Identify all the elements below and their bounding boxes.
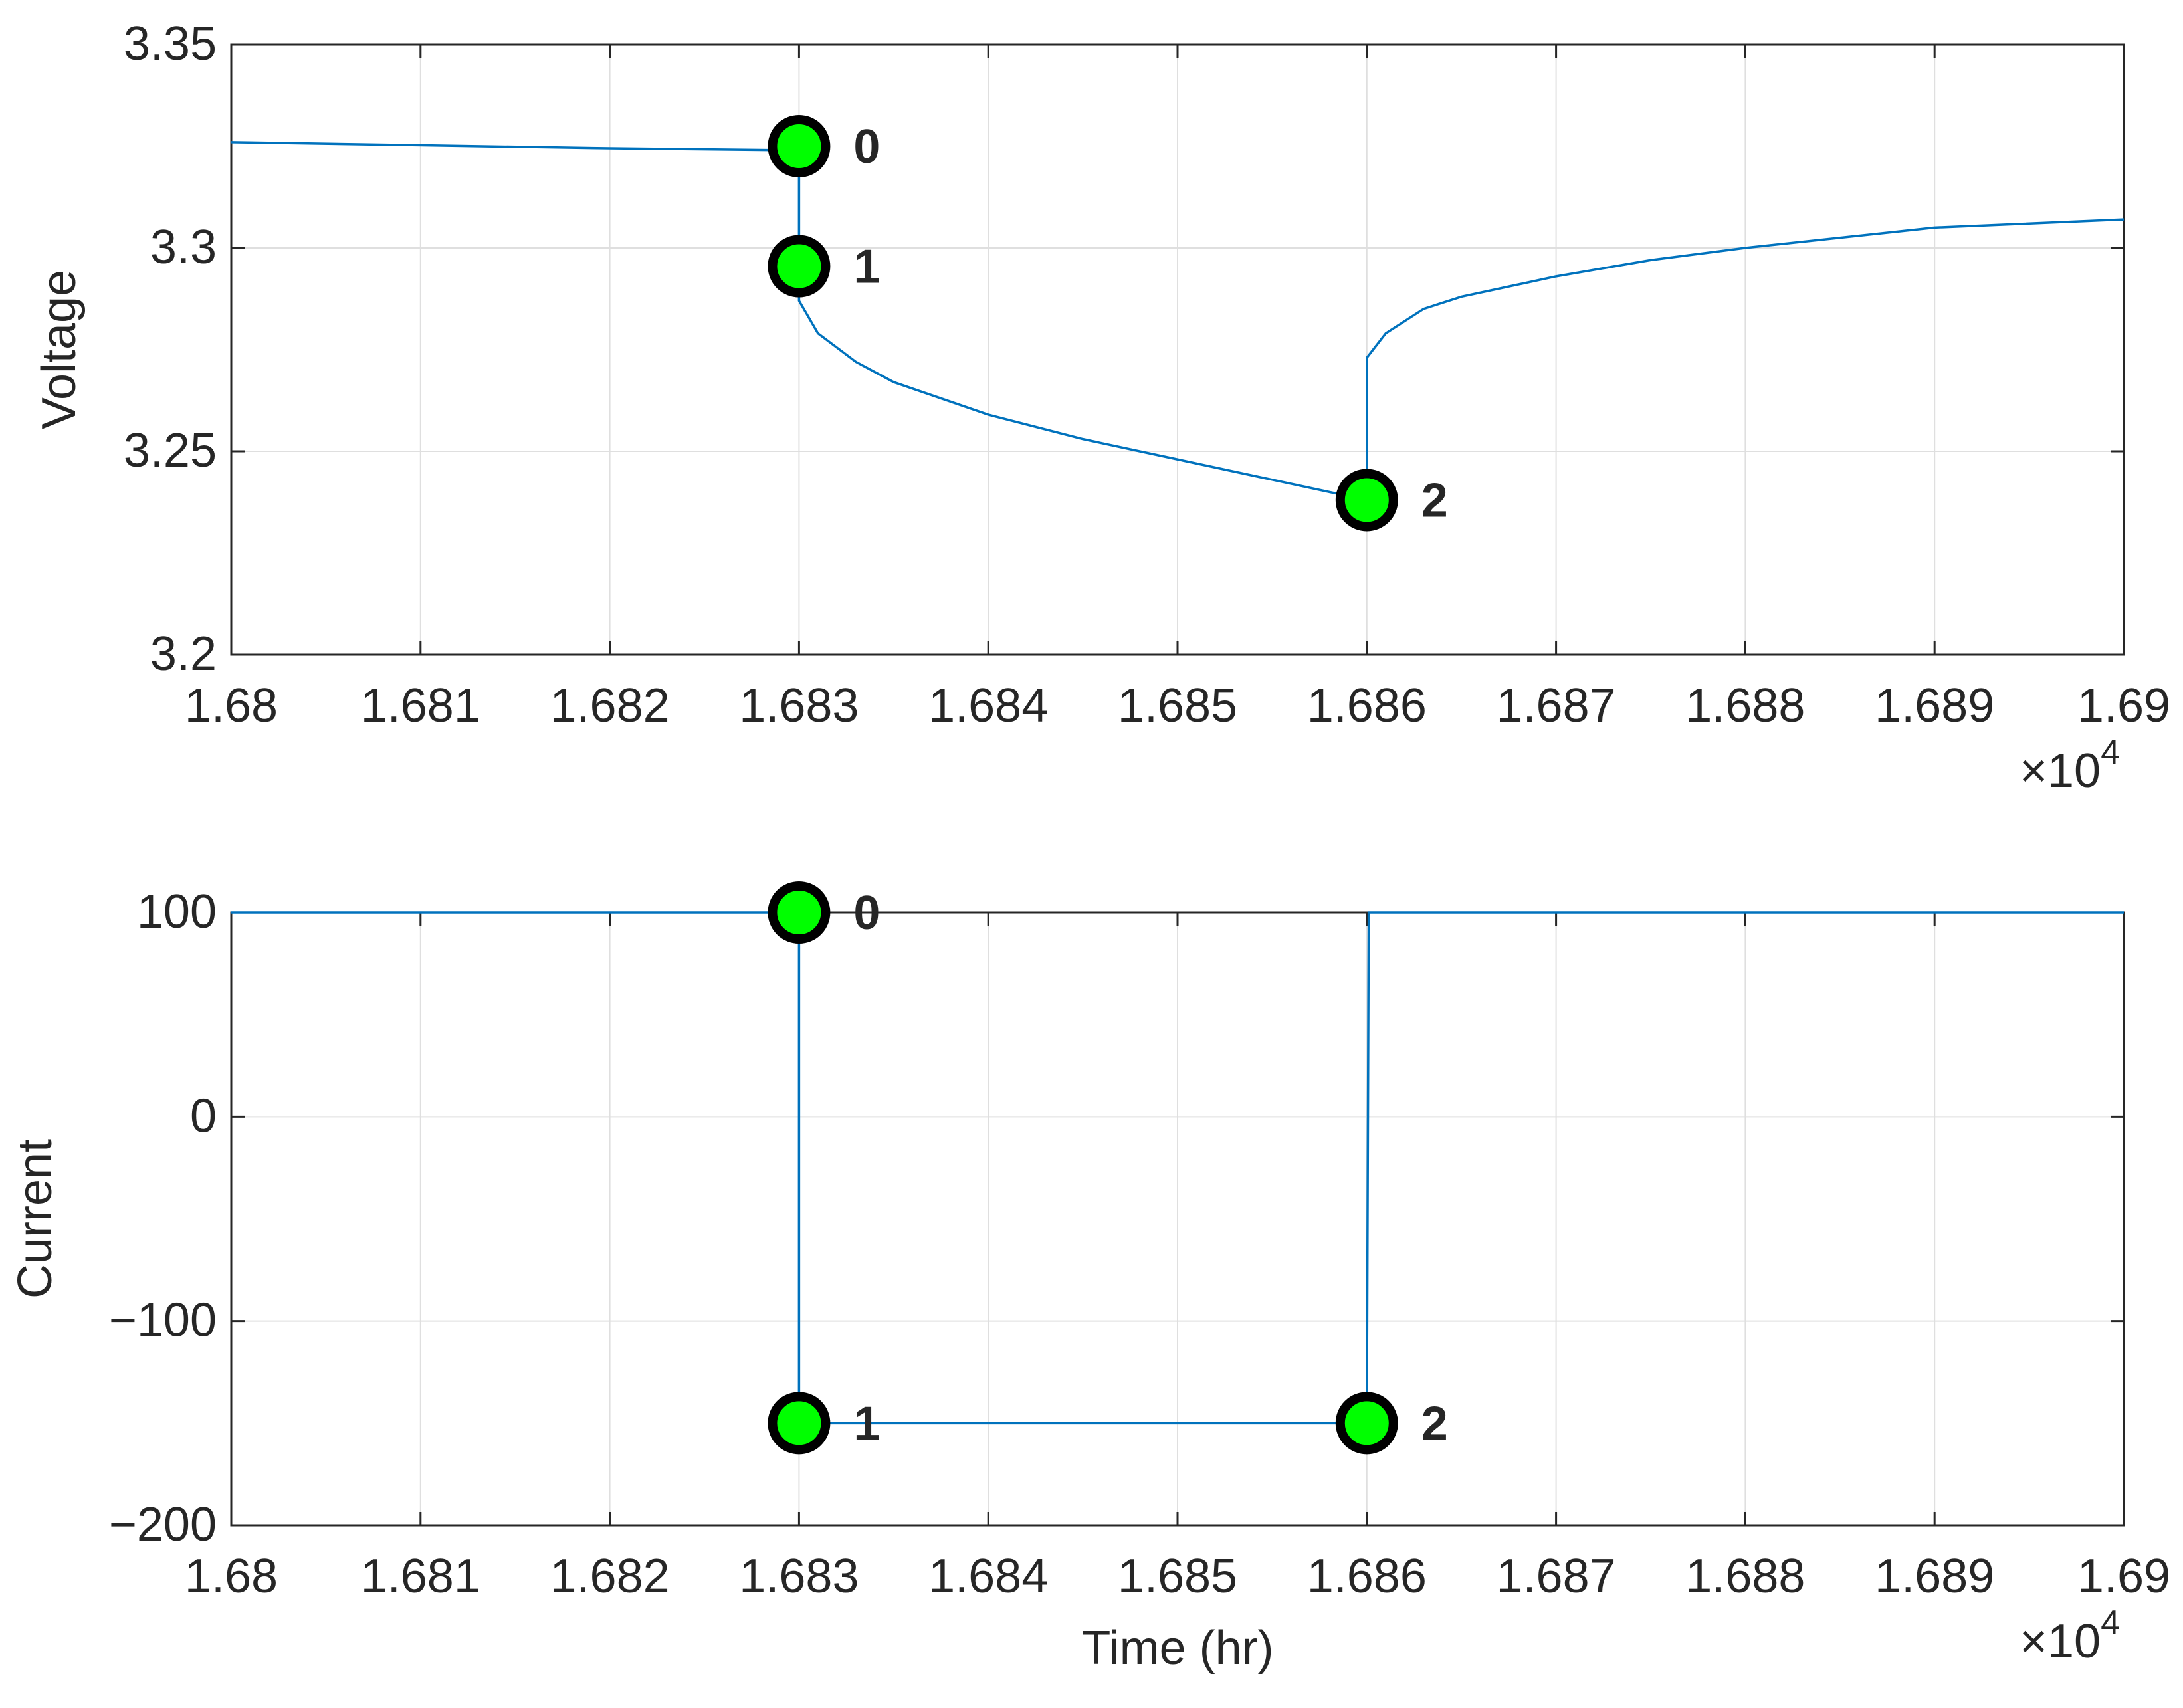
axes-box: [230, 911, 2125, 1527]
x-axis-label: Time (hr): [1081, 1622, 1273, 1675]
point-label: 1: [853, 241, 880, 294]
point-label: 2: [1421, 1397, 1448, 1450]
point-marker: [768, 1392, 831, 1455]
x-tick-label: 1.683: [739, 1550, 859, 1603]
x-tick-label: 1.684: [928, 1550, 1048, 1603]
x-multiplier: ×104: [2020, 1604, 2120, 1668]
data-line: [231, 911, 2124, 1425]
x-multiplier-exponent: 4: [2101, 733, 2120, 772]
y-axis-label: Voltage: [33, 270, 86, 429]
point-label: 1: [853, 1397, 880, 1450]
y-tick-label: 100: [137, 885, 217, 938]
x-tick-label: 1.686: [1307, 679, 1427, 732]
axes: 1.68 1.681 1.682 1.683 1.684 1.685 1.686 1.687 1…: [9, 881, 2170, 1675]
point-label: 2: [1421, 474, 1448, 527]
x-tick-label: 1.68: [185, 679, 278, 732]
y-tick-label: 3.35: [124, 17, 217, 70]
y-tick-label: 3.2: [150, 627, 217, 681]
x-tick-label: 1.685: [1118, 679, 1237, 732]
point-label: 0: [853, 120, 880, 173]
x-tick-label: 1.684: [928, 679, 1048, 732]
x-tick-label: 1.682: [550, 1550, 670, 1603]
x-tick-label: 1.683: [739, 679, 859, 732]
x-tick-label: 1.681: [361, 1550, 480, 1603]
point-marker: [768, 881, 831, 944]
x-tick-label: 1.68: [185, 1550, 278, 1603]
x-multiplier: ×104: [2020, 733, 2120, 798]
y-tick-label: −200: [109, 1498, 217, 1551]
x-tick-label: 1.685: [1118, 1550, 1237, 1603]
y-axis-label: Current: [9, 1139, 62, 1299]
x-tick-label: 1.686: [1307, 1550, 1427, 1603]
x-tick-label: 1.688: [1685, 679, 1805, 732]
point-label: 0: [853, 887, 880, 940]
x-tick-label: 1.689: [1875, 1550, 1994, 1603]
x-tick-label: 1.681: [361, 679, 480, 732]
y-tick-label: −100: [109, 1294, 217, 1347]
point-marker: [1335, 469, 1398, 532]
point-marker: [1335, 1392, 1398, 1455]
x-tick-label: 1.687: [1497, 1550, 1616, 1603]
y-tick-label: 0: [190, 1089, 217, 1142]
x-tick-label: 1.688: [1685, 1550, 1805, 1603]
x-tick-label: 1.69: [2077, 679, 2170, 732]
x-tick-label: 1.689: [1875, 679, 1994, 732]
y-tick-label: 3.3: [150, 221, 217, 274]
axes: 1.68 1.681 1.682 1.683 1.684 1.685 1.686 1.687 1…: [33, 17, 2170, 798]
point-marker: [768, 115, 831, 177]
x-tick-label: 1.687: [1497, 679, 1616, 732]
y-tick-label: 3.25: [124, 424, 217, 477]
x-multiplier-base: ×10: [2020, 1615, 2101, 1668]
x-tick-label: 1.682: [550, 679, 670, 732]
point-marker: [768, 235, 831, 298]
x-tick-label: 1.69: [2077, 1550, 2170, 1603]
x-multiplier-base: ×10: [2020, 744, 2101, 798]
axes-box: [230, 43, 2125, 656]
x-multiplier-exponent: 4: [2101, 1604, 2120, 1642]
